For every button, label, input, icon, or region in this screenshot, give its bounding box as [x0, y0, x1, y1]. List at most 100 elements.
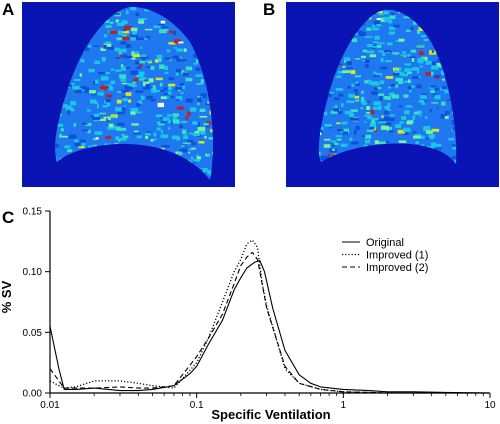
lung-speckle — [346, 5, 353, 9]
lung-speckle — [31, 182, 35, 186]
lung-speckle — [136, 102, 141, 107]
lung-speckle — [324, 177, 332, 180]
lung-speckle — [495, 134, 499, 136]
lung-speckle — [156, 121, 161, 124]
lung-speckle — [488, 69, 492, 73]
lung-speckle — [458, 141, 466, 145]
lung-speckle — [289, 128, 294, 131]
lung-speckle — [217, 186, 221, 187]
lung-speckle — [157, 58, 162, 62]
lung-speckle — [193, 122, 201, 125]
lung-speckle — [26, 43, 33, 45]
lung-speckle — [144, 8, 147, 12]
lung-speckle — [404, 176, 412, 178]
lung-speckle — [458, 61, 465, 65]
lung-speckle — [476, 42, 481, 46]
lung-speckle — [478, 62, 481, 64]
lung-speckle — [199, 108, 206, 112]
y-axis-title: % SV — [0, 280, 14, 313]
lung-speckle — [36, 105, 38, 109]
lung-speckle — [155, 10, 159, 13]
lung-speckle — [489, 57, 491, 59]
lung-speckle — [492, 166, 499, 169]
lung-speckle — [468, 181, 471, 184]
lung-speckle — [68, 4, 71, 6]
lung-speckle — [90, 99, 96, 104]
lung-speckle — [300, 70, 303, 73]
lung-speckle — [369, 54, 377, 58]
lung-speckle — [70, 25, 75, 30]
lung-speckle — [403, 80, 412, 83]
lung-speckle — [32, 111, 40, 113]
lung-speckle — [361, 90, 364, 94]
lung-speckle — [149, 183, 153, 187]
lung-speckle — [121, 82, 128, 85]
lung-speckle — [437, 58, 440, 63]
lung-speckle — [418, 100, 425, 103]
lung-speckle — [338, 181, 343, 183]
lung-speckle — [291, 78, 293, 80]
lung-speckle — [195, 74, 203, 77]
lung-speckle — [496, 69, 499, 71]
lung-speckle — [398, 9, 401, 14]
lung-speckle — [386, 184, 390, 187]
lung-speckle — [326, 12, 334, 17]
lung-speckle — [61, 104, 68, 108]
lung-speckle — [418, 27, 426, 31]
lung-speckle — [299, 91, 307, 93]
lung-speckle — [36, 75, 41, 79]
lung-speckle — [207, 16, 213, 19]
lung-speckle — [185, 66, 193, 71]
lung-speckle — [159, 82, 163, 87]
lung-speckle — [329, 182, 333, 184]
lung-speckle — [22, 178, 25, 182]
lung-speckle — [454, 42, 457, 46]
lung-speckle — [438, 27, 442, 31]
lung-speckle — [218, 72, 226, 77]
lung-speckle — [376, 24, 382, 27]
lung-speckle — [311, 149, 318, 152]
lung-speckle — [149, 60, 153, 63]
lung-speckle — [91, 17, 96, 23]
lung-speckle — [221, 135, 224, 137]
lung-speckle — [120, 6, 124, 9]
lung-speckle — [155, 59, 159, 63]
lung-speckle — [26, 79, 31, 81]
lung-speckle — [318, 92, 320, 97]
lung-speckle — [403, 169, 409, 172]
lung-speckle — [219, 95, 223, 99]
lung-speckle — [162, 8, 166, 11]
lung-speckle — [357, 30, 363, 34]
lung-speckle — [466, 140, 470, 144]
lung-speckle — [138, 19, 145, 24]
lung-speckle — [38, 24, 46, 26]
lung-speckle — [174, 6, 178, 8]
lung-speckle — [376, 87, 382, 90]
lung-speckle — [366, 13, 375, 17]
lung-speckle — [65, 75, 71, 78]
lung-speckle — [42, 179, 47, 181]
lung-speckle — [224, 100, 229, 104]
lung-speckle — [469, 106, 472, 108]
lung-speckle — [134, 130, 139, 133]
lung-speckle — [479, 2, 482, 4]
lung-speckle — [172, 116, 177, 120]
lung-speckle — [366, 106, 371, 110]
lung-speckle — [221, 57, 224, 59]
lung-speckle — [350, 117, 355, 121]
lung-speckle — [393, 24, 400, 28]
lung-speckle — [102, 178, 108, 180]
lung-speckle — [488, 125, 496, 127]
lung-speckle — [105, 94, 113, 97]
lung-speckle — [452, 34, 457, 37]
lung-speckle — [445, 37, 450, 40]
lung-speckle — [465, 44, 473, 47]
lung-speckle — [393, 156, 400, 161]
lung-speckle — [30, 109, 35, 113]
lung-speckle — [440, 114, 448, 119]
lung-speckle — [24, 136, 28, 141]
lung-speckle — [338, 93, 342, 97]
lung-speckle — [228, 78, 234, 80]
lung-speckle — [493, 71, 496, 74]
